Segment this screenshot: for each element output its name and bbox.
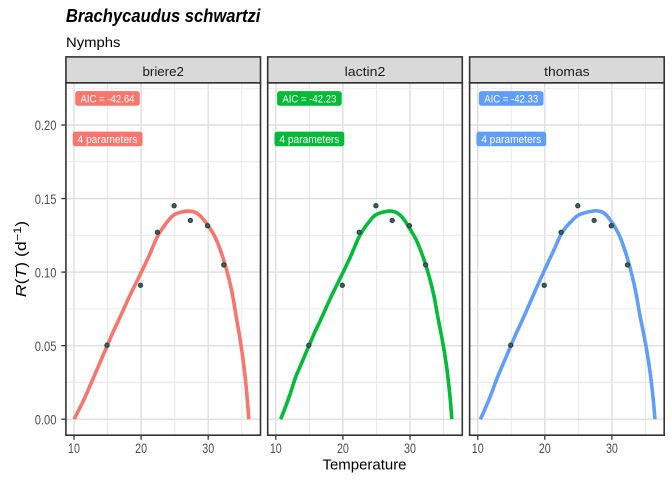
svg-text:0.20: 0.20	[35, 118, 57, 133]
svg-text:Brachycaudus schwartzi: Brachycaudus schwartzi	[66, 5, 261, 26]
svg-text:10: 10	[68, 441, 80, 456]
svg-text:20: 20	[337, 441, 349, 456]
svg-text:4 parameters: 4 parameters	[481, 134, 541, 146]
svg-text:0.00: 0.00	[35, 412, 57, 427]
svg-text:4 parameters: 4 parameters	[78, 134, 138, 146]
svg-text:Nymphs: Nymphs	[66, 35, 121, 51]
svg-text:20: 20	[539, 441, 551, 456]
svg-text:lactin2: lactin2	[345, 64, 386, 79]
svg-text:0.05: 0.05	[35, 339, 57, 354]
svg-text:AIC = -42.64: AIC = -42.64	[81, 94, 135, 106]
svg-text:thomas: thomas	[544, 64, 590, 79]
svg-text:AIC = -42.23: AIC = -42.23	[282, 94, 336, 106]
svg-text:20: 20	[135, 441, 147, 456]
svg-text:0.10: 0.10	[35, 265, 57, 280]
svg-text:0.15: 0.15	[35, 192, 57, 207]
svg-text:30: 30	[404, 441, 416, 456]
svg-text:4 parameters: 4 parameters	[279, 134, 339, 146]
svg-text:10: 10	[472, 441, 484, 456]
svg-text:Temperature: Temperature	[323, 456, 407, 473]
svg-text:AIC = -42.33: AIC = -42.33	[484, 94, 538, 106]
svg-text:briere2: briere2	[143, 64, 184, 79]
svg-text:30: 30	[202, 441, 214, 456]
svg-text:30: 30	[606, 441, 618, 456]
svg-text:10: 10	[270, 441, 282, 456]
